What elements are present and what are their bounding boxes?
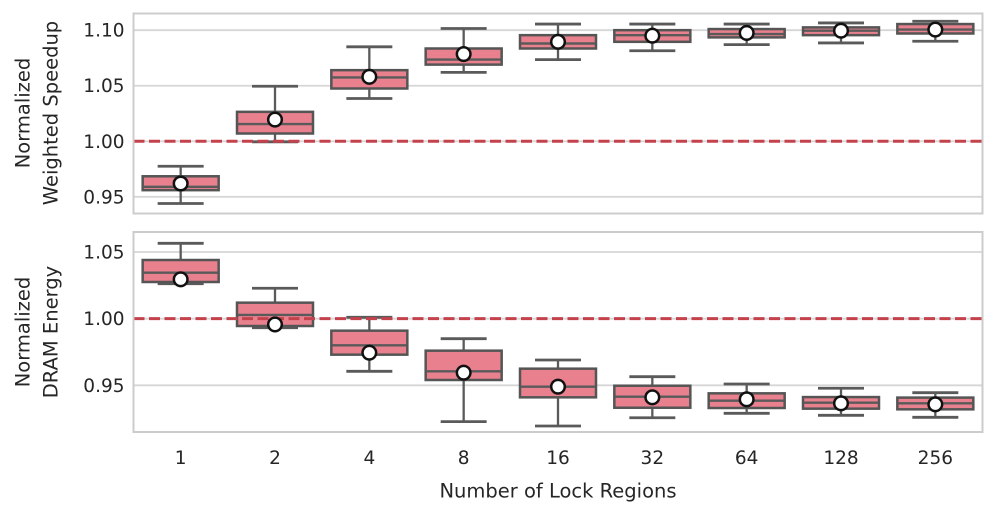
y-tick-label: 0.95 (83, 376, 124, 397)
y-tick-label: 0.95 (83, 187, 124, 208)
mean-marker (172, 175, 189, 192)
mean-marker (927, 396, 944, 413)
y-tick-label: 1.00 (83, 309, 124, 330)
x-tick-label: 4 (363, 448, 375, 469)
mean-marker (927, 21, 944, 38)
y-axis-label-bottom-line1: Normalized (11, 276, 35, 388)
y-tick-label: 1.00 (83, 132, 124, 153)
y-axis-label-bottom-line2: DRAM Energy (39, 265, 63, 399)
mean-marker (549, 33, 567, 50)
x-tick-label: 8 (458, 448, 470, 469)
mean-marker (361, 344, 378, 361)
mean-marker (266, 111, 284, 128)
mean-marker (738, 391, 755, 408)
mean-marker (455, 46, 472, 63)
x-tick-label: 16 (546, 448, 570, 469)
y-axis-label-top-line2: Weighted Speedup (39, 20, 63, 206)
x-tick-label: 128 (823, 448, 858, 469)
mean-marker (644, 389, 661, 406)
mean-marker (172, 271, 189, 288)
y-axis-label-top-line1: Normalized (11, 57, 35, 169)
x-tick-label: 32 (641, 448, 665, 469)
panel-border (132, 12, 984, 215)
mean-marker (266, 316, 284, 333)
x-tick-label: 256 (918, 448, 953, 469)
y-tick-label: 1.05 (83, 243, 124, 264)
mean-marker (738, 24, 755, 41)
mean-marker (549, 378, 567, 395)
mean-marker (644, 27, 661, 44)
x-tick-label: 1 (175, 448, 187, 469)
mean-marker (361, 68, 378, 85)
x-axis-label: Number of Lock Regions (439, 479, 677, 503)
y-tick-label: 1.10 (83, 21, 124, 42)
x-tick-label: 2 (269, 448, 281, 469)
mean-marker (832, 395, 850, 412)
x-tick-label: 64 (735, 448, 759, 469)
y-tick-label: 1.05 (83, 76, 124, 97)
mean-marker (455, 364, 472, 381)
panel-border (132, 231, 984, 433)
mean-marker (832, 22, 850, 39)
